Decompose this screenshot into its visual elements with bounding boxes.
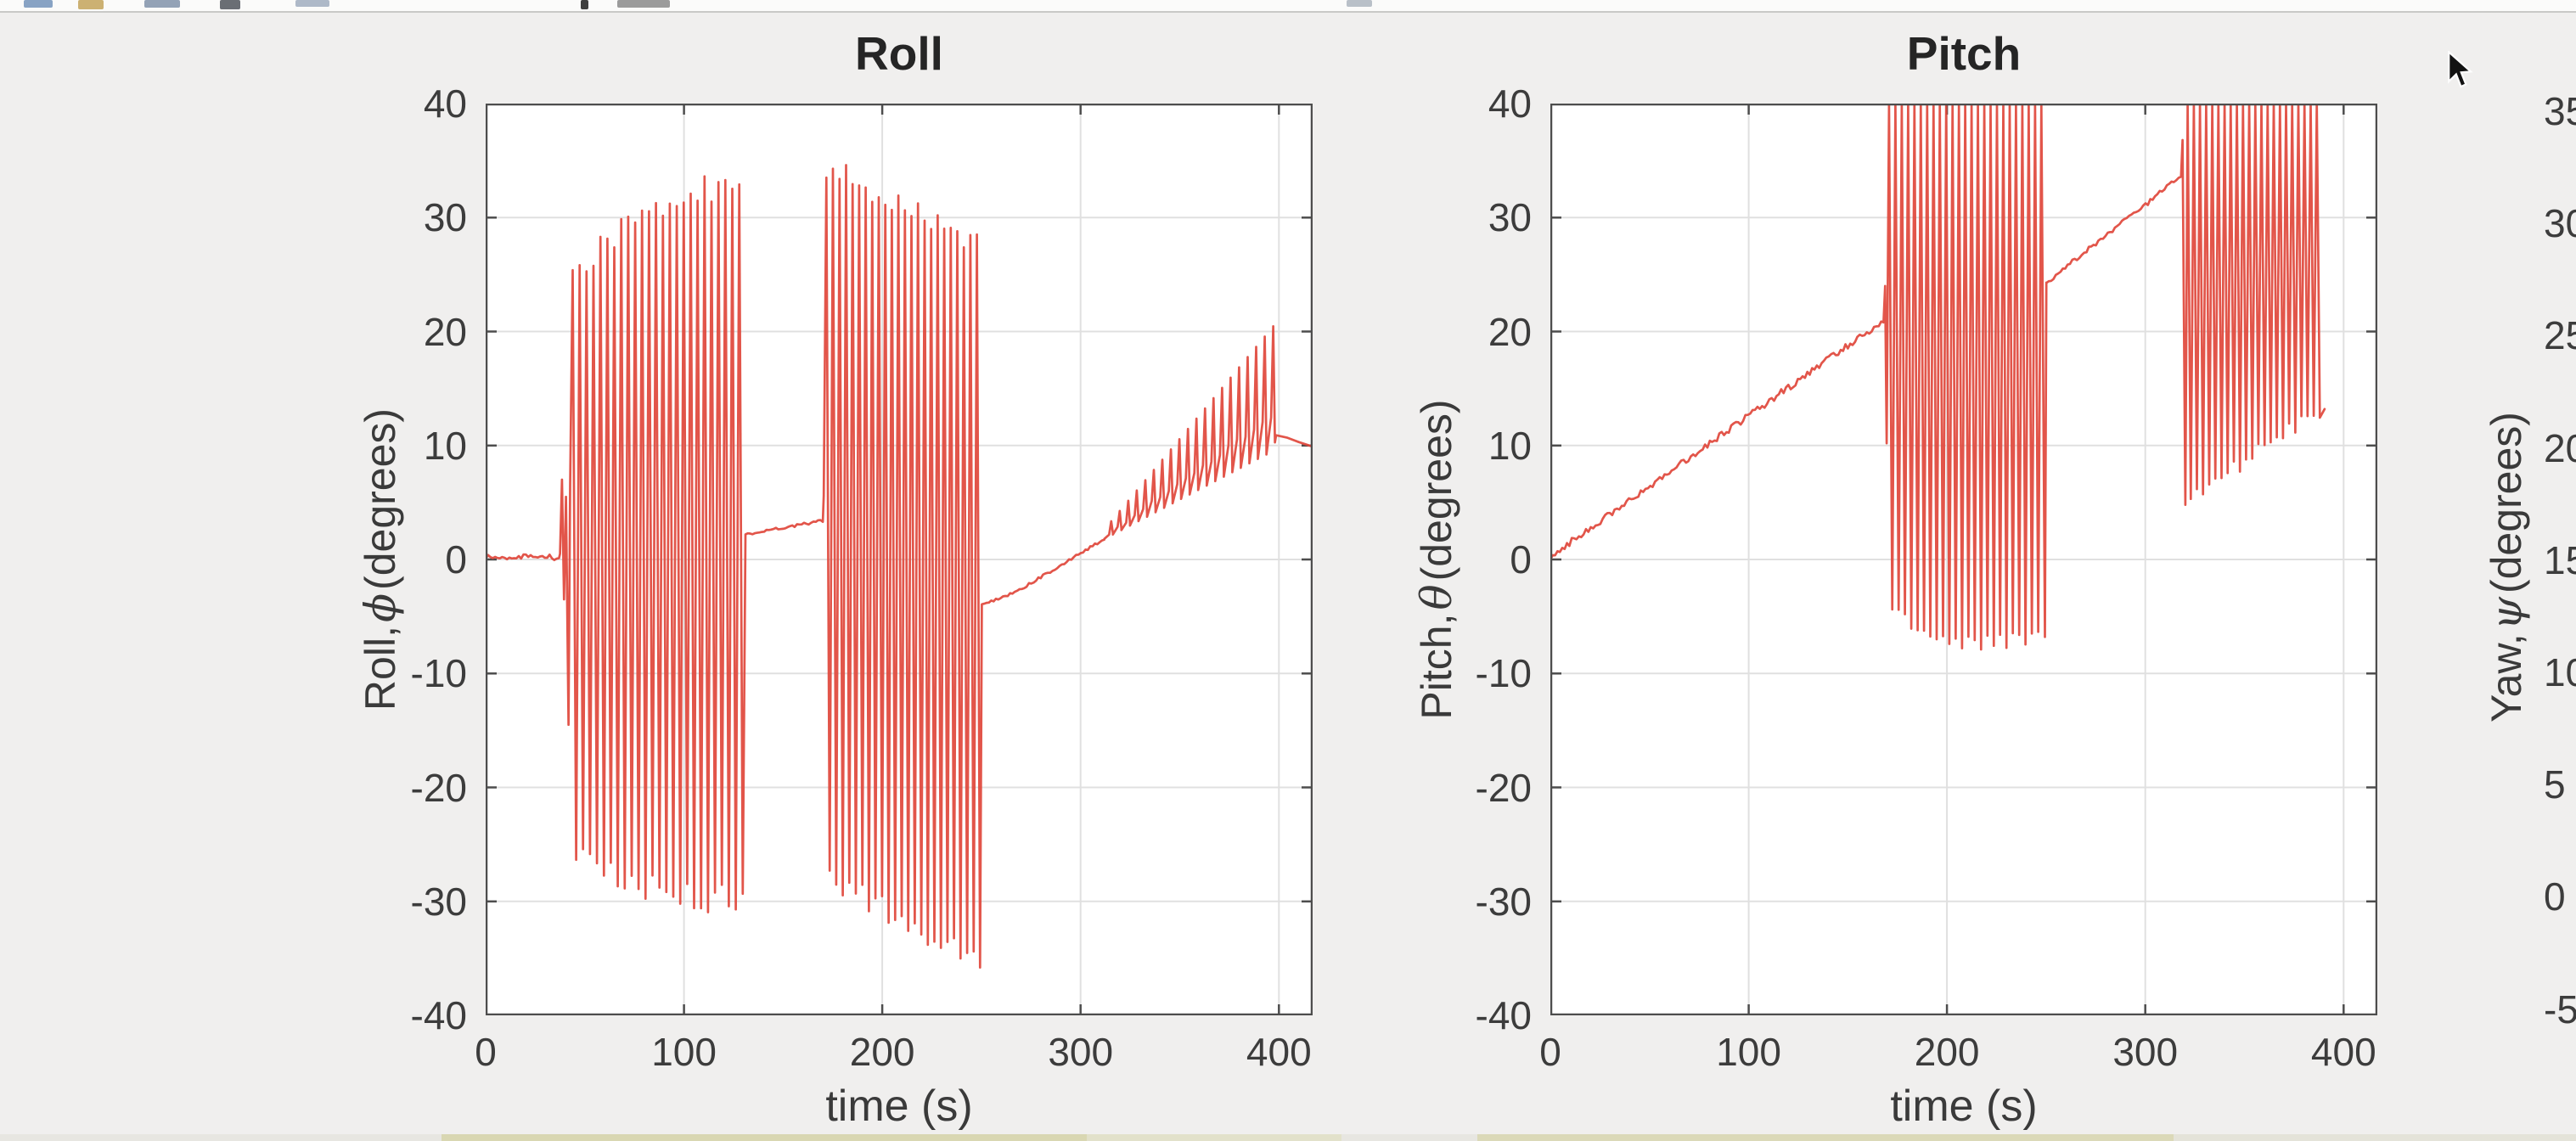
bottom-strip-segment	[1087, 1134, 1341, 1141]
pitch-y-tick-label: -20	[1475, 765, 1532, 810]
toolbar-icon-8[interactable]	[1347, 0, 1372, 7]
bottom-strip-segment	[1477, 1134, 2174, 1141]
roll-y-tick-label: -30	[410, 879, 467, 924]
yaw-y-tick-label: 20	[2544, 425, 2576, 470]
roll-y-tick-label: -40	[410, 993, 467, 1037]
yaw-y-tick-label: 15	[2544, 537, 2576, 582]
pitch-y-tick-label: 40	[1488, 82, 1532, 126]
roll-y-tick-label: 10	[423, 423, 467, 468]
pitch-x-tick-label: 400	[2310, 1030, 2376, 1074]
theta-symbol: θ	[1412, 584, 1461, 610]
pitch-axes-box[interactable]	[1550, 104, 2377, 1015]
toolbar-icon-1[interactable]	[24, 0, 53, 8]
toolbar-icon-5[interactable]	[295, 0, 329, 7]
roll-x-tick-label: 0	[475, 1030, 497, 1074]
yaw-y-tick-label: 0	[2544, 874, 2566, 919]
pitch-plot-title: Pitch	[1906, 27, 2022, 80]
roll-x-axis-label: time (s)	[825, 1082, 973, 1131]
yaw-y-label-suffix: (degrees)	[2483, 412, 2530, 594]
yaw-y-axis-label: Yaw,ψ(degrees)	[2482, 219, 2531, 915]
roll-y-tick-label: 0	[445, 537, 467, 582]
toolbar-icon-4[interactable]	[220, 0, 240, 9]
roll-y-tick-label: 30	[423, 195, 467, 240]
pitch-y-tick-label: -10	[1475, 651, 1532, 696]
yaw-y-label-prefix: Yaw,	[2483, 633, 2530, 722]
toolbar-icon-3[interactable]	[144, 0, 180, 8]
pitch-x-axis-label: time (s)	[1890, 1082, 2038, 1131]
pitch-x-tick-label: 200	[1914, 1030, 1980, 1074]
bottom-edge-strip	[0, 1134, 2576, 1141]
yaw-y-tick-label: 35	[2544, 89, 2576, 133]
bottom-strip-segment	[442, 1134, 1087, 1141]
roll-y-tick-label: -10	[410, 651, 467, 696]
roll-x-tick-label: 400	[1246, 1030, 1312, 1074]
pitch-y-tick-label: -30	[1475, 879, 1532, 924]
roll-x-tick-label: 200	[849, 1030, 915, 1074]
pitch-x-tick-label: 100	[1716, 1030, 1781, 1074]
phi-symbol: ϕ	[356, 593, 405, 623]
roll-axes-box[interactable]	[486, 104, 1313, 1015]
roll-x-tick-label: 300	[1048, 1030, 1114, 1074]
roll-x-tick-label: 100	[651, 1030, 717, 1074]
pitch-y-tick-label: 0	[1510, 537, 1532, 582]
toolbar-icon-6[interactable]	[581, 0, 588, 9]
pitch-y-tick-label: 20	[1488, 309, 1532, 354]
pitch-y-tick-label: -40	[1475, 993, 1532, 1037]
roll-y-tick-label: -20	[410, 765, 467, 810]
yaw-y-tick-label: -5	[2544, 986, 2576, 1031]
mouse-cursor-icon	[2445, 49, 2474, 96]
psi-symbol: ψ	[2482, 597, 2531, 631]
yaw-y-tick-label: 25	[2544, 313, 2576, 358]
roll-y-tick-label: 20	[423, 309, 467, 354]
toolbar-icon-2[interactable]	[78, 0, 104, 9]
figure-toolbar[interactable]	[0, 0, 2576, 13]
pitch-x-tick-label: 0	[1539, 1030, 1561, 1074]
pitch-y-tick-label: 30	[1488, 195, 1532, 240]
yaw-y-tick-label: 5	[2544, 762, 2566, 807]
roll-y-tick-label: 40	[423, 82, 467, 126]
pitch-x-tick-label: 300	[2112, 1030, 2179, 1074]
bottom-strip-segment	[2174, 1134, 2576, 1141]
pitch-y-tick-label: 10	[1488, 423, 1532, 468]
toolbar-icon-7[interactable]	[617, 0, 670, 8]
yaw-y-tick-label: 30	[2544, 201, 2576, 246]
roll-plot-title: Roll	[855, 27, 943, 80]
yaw-y-tick-label: 10	[2544, 650, 2576, 694]
